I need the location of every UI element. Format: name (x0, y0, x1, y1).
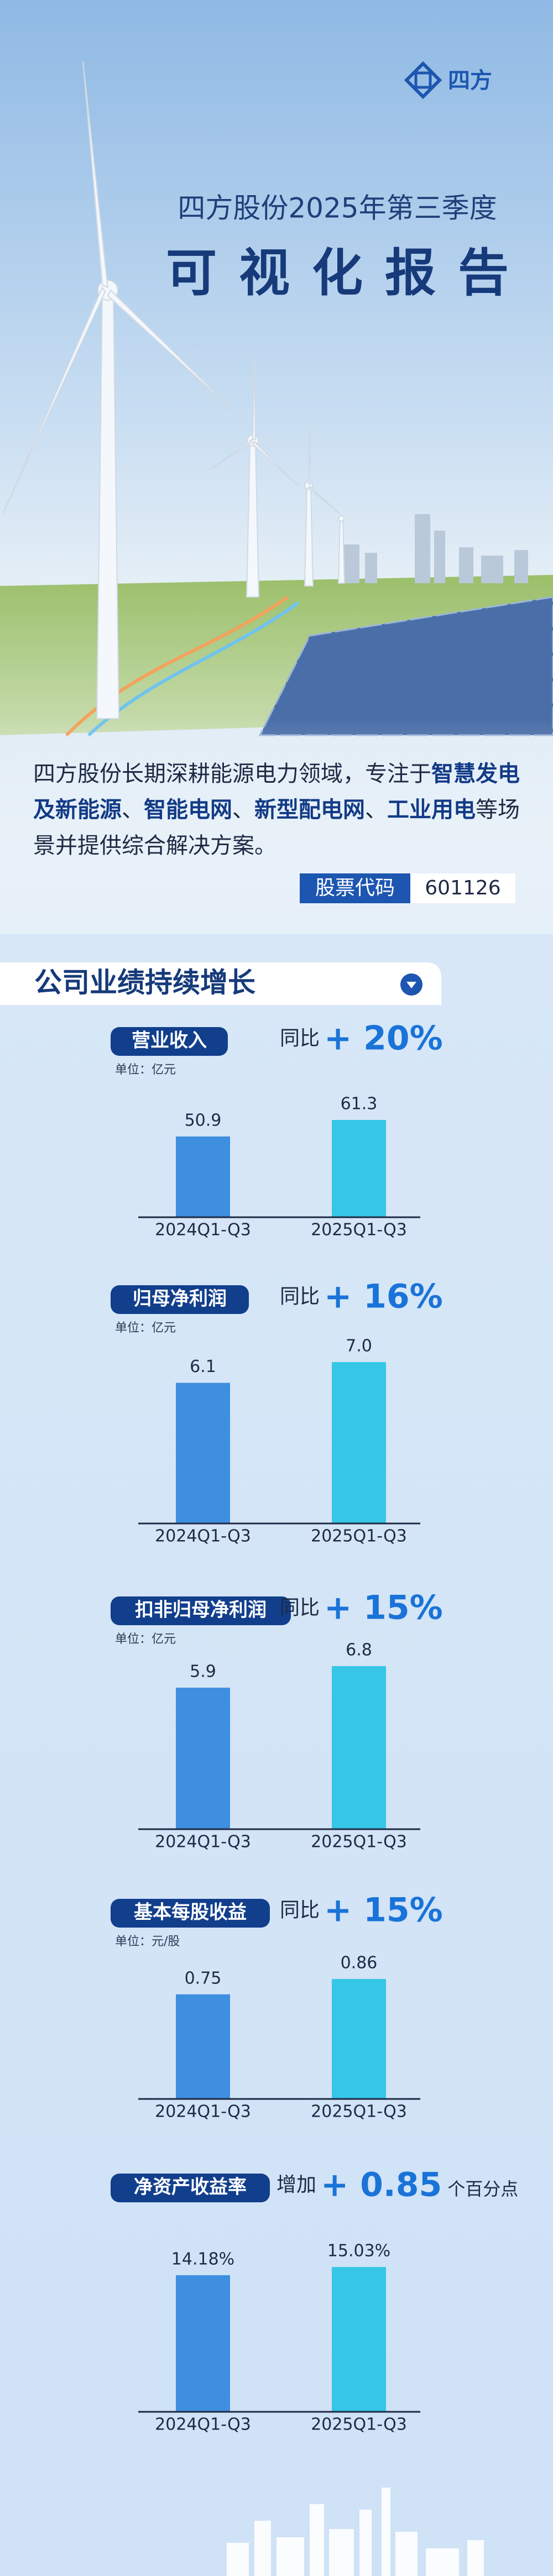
stock-label: 股票代码 (315, 877, 395, 899)
skyline (343, 514, 528, 583)
logo-text: 四方 (448, 68, 492, 93)
bar (332, 1362, 386, 1523)
stock-code: 601126 (425, 877, 500, 899)
intro-highlight: 新型配电网 (254, 797, 365, 823)
value-label: 6.1 (190, 1357, 216, 1376)
value-label: 7.0 (346, 1337, 372, 1356)
compare-label: 同比 (280, 1285, 320, 1308)
value-label: 61.3 (341, 1095, 378, 1114)
category-label: 2025Q1-Q3 (311, 2415, 407, 2434)
stock-label-bg (300, 873, 410, 903)
report-subtitle: 可视化报告 (166, 243, 531, 302)
metric-label: 归母净利润 (133, 1288, 227, 1310)
intro-text: 等场景并提供综合解决方案。 (33, 797, 520, 858)
change-suffix: 个百分点 (447, 2179, 518, 2200)
metric-pill (111, 1596, 291, 1625)
intro-text: 、 (232, 797, 254, 823)
bar (332, 1120, 386, 1217)
category-label: 2025Q1-Q3 (311, 1832, 407, 1852)
stock-code-bg (410, 873, 515, 903)
section-icon-arrow (406, 982, 416, 988)
metric-unit: 单位：亿元 (115, 1063, 176, 1077)
category-label: 2025Q1-Q3 (311, 2102, 407, 2122)
metric-label: 营业收入 (132, 1030, 207, 1052)
metric-pill (111, 1899, 270, 1928)
bar (176, 1136, 230, 1217)
metric-label: 净资产收益率 (134, 2176, 247, 2198)
bar (332, 1979, 386, 2099)
change-value: + 0.85 (321, 2166, 442, 2205)
metric-pill (111, 2174, 270, 2202)
value-label: 0.86 (341, 1954, 378, 1973)
category-label: 2024Q1-Q3 (155, 2102, 251, 2122)
solar-panels (258, 596, 553, 736)
intro-text: 、 (122, 797, 144, 823)
value-label: 15.03% (327, 2242, 390, 2261)
bar (176, 1994, 230, 2099)
bar (176, 1688, 230, 1829)
metric-pill (111, 1285, 249, 1314)
section-title-bar (0, 962, 441, 1005)
intro-text: 四方股份长期深耕能源电力领域，专注于 (33, 761, 431, 787)
value-label: 50.9 (185, 1111, 222, 1130)
bar (332, 2267, 386, 2412)
change-value: + 15% (324, 1891, 443, 1930)
intro-highlight: 智能电网 (144, 797, 232, 823)
value-label: 5.9 (190, 1662, 216, 1682)
intro: 四方股份长期深耕能源电力领域，专注于智慧发电及新能源、智能电网、新型配电网、工业… (33, 756, 531, 864)
category-label: 2024Q1-Q3 (155, 1221, 251, 1240)
category-label: 2024Q1-Q3 (155, 1527, 251, 1546)
category-label: 2024Q1-Q3 (155, 2415, 251, 2434)
wind-turbines (2, 60, 346, 719)
intro-text: 、 (365, 797, 387, 823)
bottom-skyline (227, 2488, 484, 2576)
light-trail (65, 595, 289, 737)
change-value: + 16% (324, 1277, 443, 1316)
compare-label: 增加 (276, 2174, 316, 2196)
bar (332, 1666, 386, 1829)
metric-label: 扣非归母净利润 (135, 1599, 267, 1621)
metric-unit: 单位：亿元 (115, 1632, 176, 1646)
category-label: 2025Q1-Q3 (311, 1527, 407, 1546)
compare-label: 同比 (280, 1596, 320, 1619)
change-value: + 15% (324, 1589, 443, 1627)
category-label: 2024Q1-Q3 (155, 1832, 251, 1852)
section-bg (0, 934, 553, 2576)
metric-unit: 单位：亿元 (115, 1321, 176, 1335)
metric-pill (111, 1027, 228, 1056)
logo: 四方 (404, 61, 492, 100)
metric-unit: 单位：元/股 (115, 1935, 180, 1949)
bar (176, 1383, 230, 1523)
section-title: 公司业绩持续增长 (34, 967, 255, 999)
intro-highlight: 工业用电 (387, 797, 476, 823)
compare-label: 同比 (280, 1899, 320, 1921)
change-value: + 20% (324, 1019, 443, 1058)
value-label: 0.75 (185, 1968, 222, 1988)
value-label: 6.8 (346, 1641, 372, 1660)
bar (176, 2275, 230, 2412)
report-title: 四方股份2025年第三季度 (178, 192, 497, 224)
intro-highlight: 智慧发电及新能源 (33, 761, 520, 823)
metric-label: 基本每股收益 (134, 1902, 247, 1924)
category-label: 2025Q1-Q3 (311, 1221, 407, 1240)
compare-label: 同比 (280, 1027, 320, 1050)
value-label: 14.18% (171, 2249, 234, 2269)
